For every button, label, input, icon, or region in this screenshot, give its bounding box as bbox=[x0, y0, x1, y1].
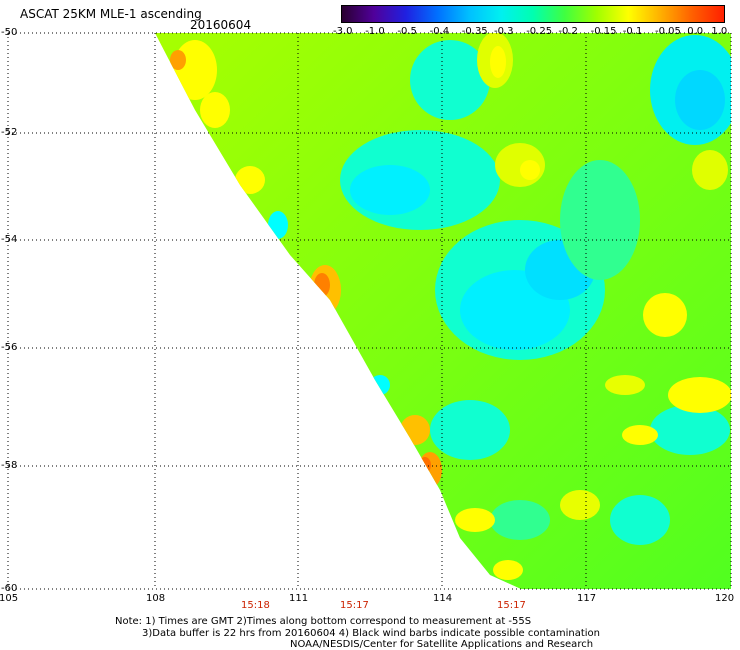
map-date: 20160604 bbox=[190, 18, 252, 32]
colorbar-tick-label: -1.0 bbox=[365, 26, 385, 37]
colorbar-tick-label: -0.3 bbox=[494, 26, 514, 37]
colorbar-tick-label: -0.35 bbox=[461, 26, 488, 37]
latitude-label: -54 bbox=[1, 234, 18, 245]
time-label-2: 15:17 bbox=[340, 600, 369, 611]
longitude-label: 114 bbox=[433, 593, 453, 604]
colorbar-tick-label: -0.4 bbox=[429, 26, 450, 37]
longitude-label: 117 bbox=[577, 593, 597, 604]
colorbar-tick-label: -0.2 bbox=[558, 26, 578, 37]
note-line-2: 3)Data buffer is 22 hrs from 20160604 4)… bbox=[142, 628, 600, 639]
longitude-label: 120 bbox=[715, 593, 735, 604]
graticule bbox=[7, 32, 732, 590]
longitude-label: 111 bbox=[289, 593, 309, 604]
latitude-label: -50 bbox=[1, 27, 18, 38]
note-line-3: NOAA/NESDIS/Center for Satellite Applica… bbox=[290, 639, 594, 650]
colorbar-tick-label: -0.1 bbox=[622, 26, 643, 37]
colorbar-tick-label: -0.5 bbox=[397, 26, 417, 37]
colorbar-tick-label: -3.0 bbox=[333, 26, 353, 37]
latitude-label: -60 bbox=[1, 583, 18, 594]
colorbar-tick-label: -0.15 bbox=[590, 26, 617, 37]
colorbar-tick-label: -0.05 bbox=[655, 26, 681, 37]
map-title: ASCAT 25KM MLE-1 ascending bbox=[20, 7, 202, 21]
colorbar-tick-label: 0.0 bbox=[687, 26, 704, 37]
colorbar bbox=[341, 5, 725, 23]
colorbar-tick-label: 1.0 bbox=[711, 26, 728, 37]
colorbar-tick-label: -0.25 bbox=[526, 26, 553, 37]
latitude-label: -52 bbox=[1, 127, 18, 138]
longitude-label: 105 bbox=[0, 593, 19, 604]
latitude-label: -58 bbox=[1, 460, 18, 471]
longitude-label: 108 bbox=[146, 593, 166, 604]
time-label-1: 15:18 bbox=[241, 600, 270, 611]
time-label-3: 15:17 bbox=[497, 600, 526, 611]
latitude-label: -56 bbox=[1, 342, 18, 353]
swath-data bbox=[155, 33, 731, 589]
note-line-1: Note: 1) Times are GMT 2)Times along bot… bbox=[115, 616, 532, 627]
